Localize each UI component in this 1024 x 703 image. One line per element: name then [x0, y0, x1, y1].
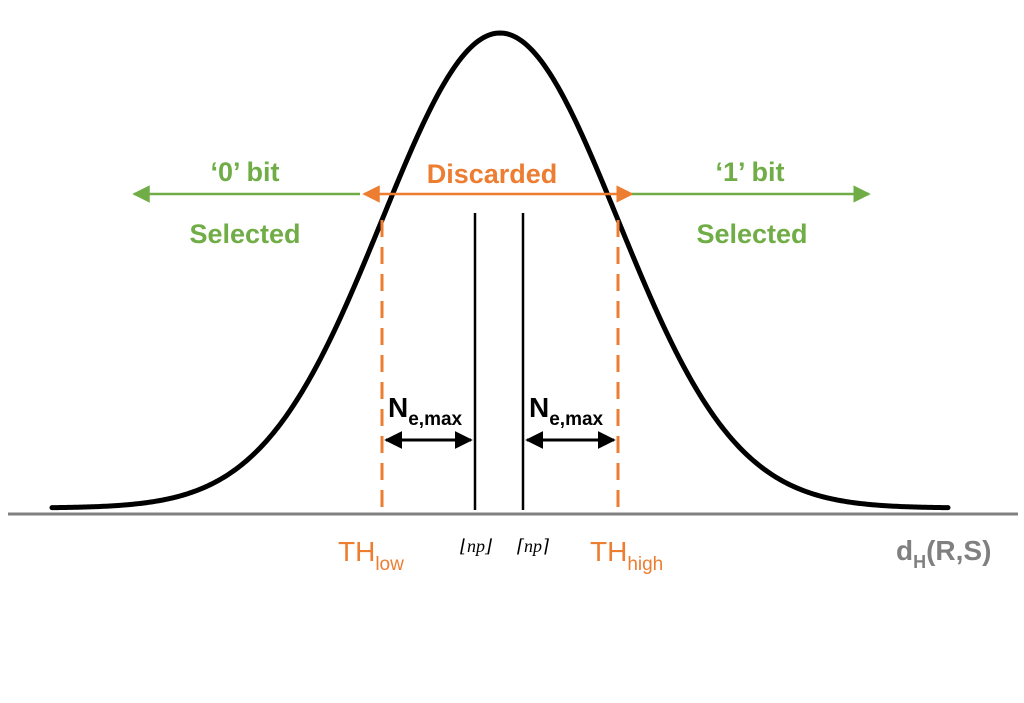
gaussian-curve	[49, 30, 951, 511]
zero-bit-label: ‘0’ bit	[210, 157, 279, 187]
one-bit-selected-label: Selected	[696, 219, 807, 249]
discarded-label: Discarded	[427, 159, 558, 189]
ceil-np-label: ⌈np⌉	[517, 536, 550, 556]
x-axis-label: dH(R,S)	[896, 535, 991, 572]
right-margin-label: Ne,max	[529, 392, 604, 430]
left-margin-label: Ne,max	[388, 392, 463, 430]
one-bit-label: ‘1’ bit	[715, 157, 784, 187]
floor-np-label: ⌊np⌋	[460, 536, 493, 556]
th-low-label: THlow	[338, 536, 404, 575]
zero-bit-selected-label: Selected	[189, 219, 300, 249]
th-high-label: THhigh	[590, 536, 663, 575]
